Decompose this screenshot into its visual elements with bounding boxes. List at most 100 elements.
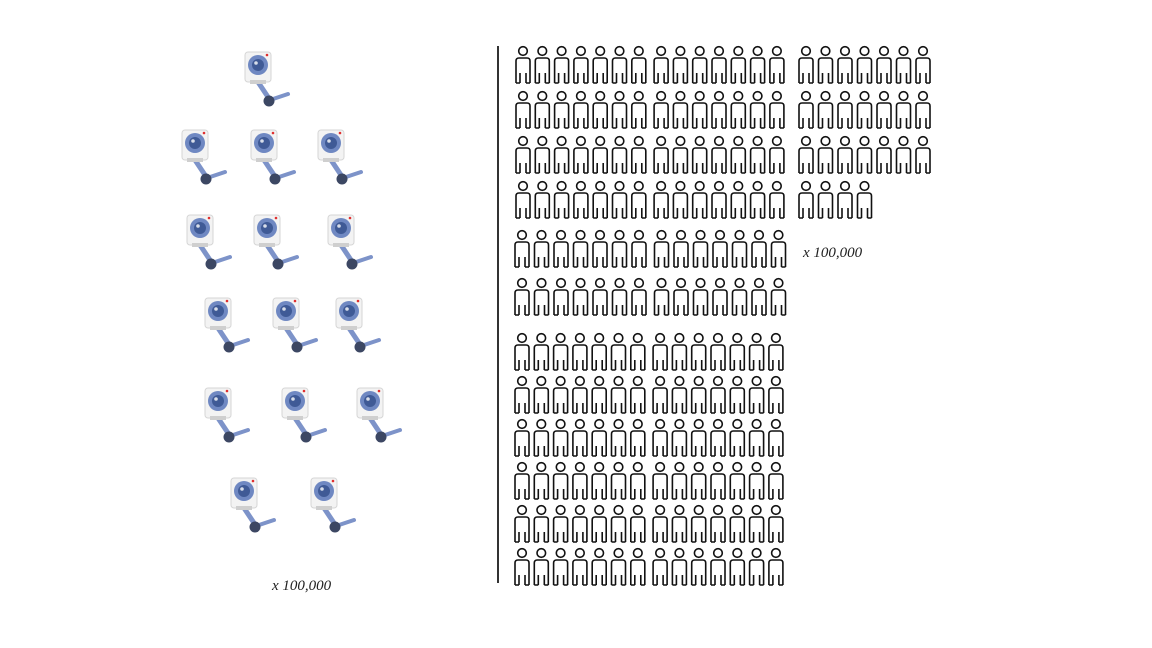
person-outline-icon — [652, 375, 668, 414]
person-outline-icon — [515, 90, 531, 129]
person-outline-icon — [730, 135, 747, 174]
person-outline-icon — [770, 277, 787, 316]
person-outline-icon — [534, 135, 551, 174]
person-outline-icon — [837, 90, 853, 129]
person-outline-icon — [672, 45, 689, 84]
person-outline-icon — [572, 418, 588, 457]
person-outline-icon — [768, 461, 784, 500]
person-outline-icon — [533, 547, 550, 586]
person-outline-icon — [652, 547, 668, 586]
person-outline-icon — [671, 547, 688, 586]
person-outline-icon — [610, 375, 627, 414]
person-outline-icon — [876, 45, 892, 84]
person-outline-icon — [837, 180, 853, 219]
person-outline-icon — [631, 277, 647, 316]
person-outline-icon — [691, 90, 708, 129]
person-outline-icon — [591, 461, 608, 500]
person-outline-icon — [690, 332, 707, 371]
person-outline-icon — [915, 135, 931, 174]
person-outline-icon — [769, 180, 785, 219]
person-outline-icon — [514, 375, 530, 414]
person-outline-icon — [514, 277, 530, 316]
person-outline-icon — [514, 547, 530, 586]
person-outline-icon — [515, 135, 531, 174]
person-outline-icon — [611, 229, 628, 268]
person-outline-icon — [856, 135, 873, 174]
person-outline-icon — [691, 135, 708, 174]
person-outline-icon — [592, 135, 609, 174]
person-outline-icon — [769, 135, 785, 174]
person-outline-icon — [630, 135, 647, 174]
person-outline-icon — [672, 90, 689, 129]
person-outline-icon — [768, 375, 784, 414]
person-outline-icon — [690, 547, 707, 586]
person-outline-icon — [711, 45, 727, 84]
person-outline-icon — [729, 547, 746, 586]
person-outline-icon — [729, 504, 746, 543]
person-outline-icon — [533, 504, 550, 543]
person-outline-icon — [610, 547, 627, 586]
person-outline-icon — [552, 375, 569, 414]
person-outline-icon — [591, 504, 608, 543]
person-outline-icon — [673, 277, 689, 316]
security-camera-icon — [335, 297, 381, 353]
security-camera-icon — [181, 129, 227, 185]
person-outline-icon — [552, 547, 569, 586]
security-camera-icon — [253, 214, 299, 270]
person-outline-icon — [692, 229, 709, 268]
person-outline-icon — [692, 277, 709, 316]
person-outline-icon — [653, 90, 669, 129]
camera-multiplier-label: x 100,000 — [272, 578, 332, 594]
person-outline-icon — [610, 504, 627, 543]
person-outline-icon — [591, 332, 608, 371]
person-outline-icon — [817, 90, 834, 129]
person-outline-icon — [876, 90, 892, 129]
person-outline-icon — [768, 547, 784, 586]
person-outline-icon — [749, 90, 766, 129]
person-outline-icon — [652, 504, 668, 543]
person-outline-icon — [798, 135, 814, 174]
person-outline-icon — [671, 332, 688, 371]
person-outline-icon — [711, 90, 727, 129]
security-camera-icon — [230, 477, 276, 533]
person-outline-icon — [653, 277, 670, 316]
person-outline-icon — [630, 45, 647, 84]
person-outline-icon — [534, 180, 551, 219]
security-camera-icon — [186, 214, 232, 270]
person-outline-icon — [629, 461, 646, 500]
person-outline-icon — [553, 229, 569, 268]
person-outline-icon — [629, 375, 646, 414]
person-outline-icon — [748, 547, 765, 586]
person-outline-icon — [751, 277, 767, 316]
person-outline-icon — [671, 461, 688, 500]
person-outline-icon — [895, 135, 912, 174]
person-outline-icon — [798, 180, 814, 219]
person-outline-icon — [856, 90, 873, 129]
person-outline-icon — [731, 277, 748, 316]
person-outline-icon — [817, 180, 834, 219]
person-outline-icon — [514, 418, 530, 457]
person-outline-icon — [629, 332, 646, 371]
person-outline-icon — [768, 332, 784, 371]
security-camera-icon — [310, 477, 356, 533]
divider-line — [497, 46, 499, 583]
person-outline-icon — [629, 547, 646, 586]
person-outline-icon — [572, 332, 588, 371]
person-outline-icon — [653, 180, 669, 219]
security-camera-icon — [250, 129, 296, 185]
person-outline-icon — [915, 45, 931, 84]
person-outline-icon — [817, 135, 834, 174]
person-outline-icon — [748, 418, 765, 457]
person-outline-icon — [552, 461, 569, 500]
person-outline-icon — [533, 418, 550, 457]
person-outline-icon — [652, 418, 668, 457]
person-outline-icon — [653, 45, 669, 84]
person-outline-icon — [769, 45, 785, 84]
person-outline-icon — [769, 90, 785, 129]
person-outline-icon — [710, 461, 726, 500]
person-outline-icon — [514, 461, 530, 500]
person-outline-icon — [711, 135, 727, 174]
person-outline-icon — [553, 90, 570, 129]
person-outline-icon — [611, 135, 628, 174]
person-outline-icon — [730, 45, 747, 84]
